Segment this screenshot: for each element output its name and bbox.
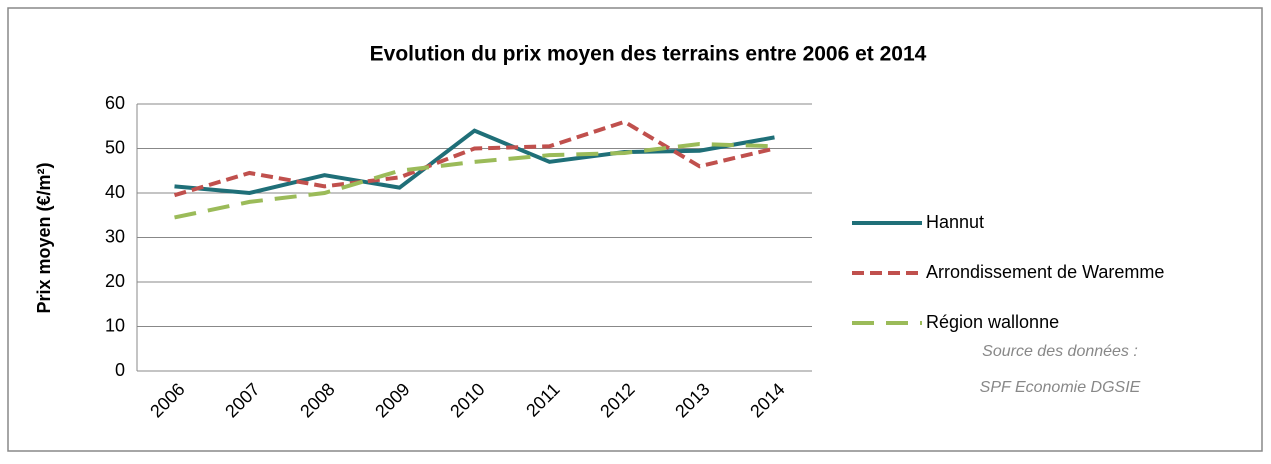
legend-label: Arrondissement de Waremme	[926, 262, 1164, 282]
y-tick-label: 10	[105, 315, 125, 335]
legend-label: Région wallonne	[926, 312, 1059, 332]
y-axis-label: Prix moyen (€/m²)	[34, 162, 54, 313]
series-line	[173, 119, 775, 198]
y-tick-label: 40	[105, 182, 125, 202]
y-tick-label: 0	[115, 360, 125, 380]
y-tick-label: 60	[105, 93, 125, 113]
source-note: SPF Economie DGSIE	[980, 379, 1141, 396]
y-tick-label: 30	[105, 226, 125, 246]
chart-border	[7, 7, 1263, 452]
source-note: Source des données :	[982, 343, 1138, 360]
y-tick-label: 20	[105, 271, 125, 291]
legend-label: Hannut	[926, 212, 984, 232]
y-tick-label: 50	[105, 137, 125, 157]
chart-title: Evolution du prix moyen des terrains ent…	[370, 43, 927, 66]
